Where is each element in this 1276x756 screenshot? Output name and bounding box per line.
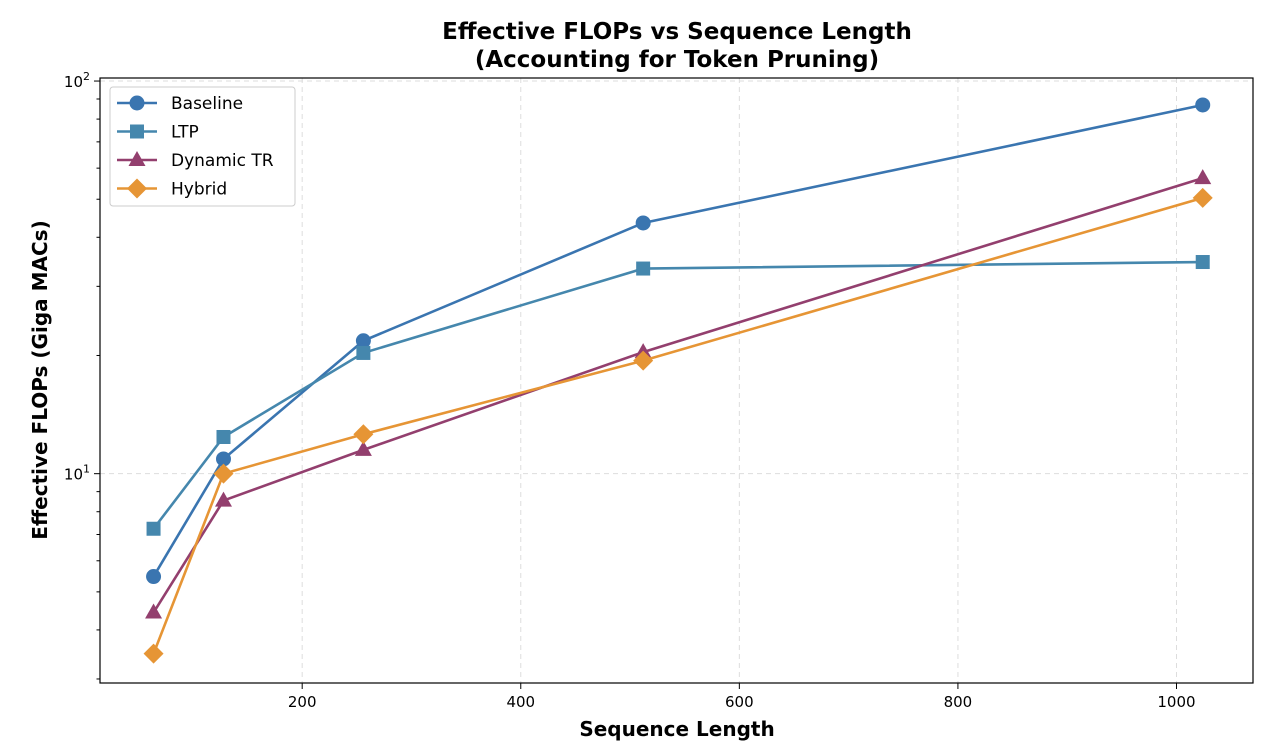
marker-triangle (214, 491, 232, 507)
chart-title: Effective FLOPs vs Sequence Length (442, 19, 912, 45)
series-line (152, 196, 1204, 655)
marker-diamond (1192, 187, 1213, 208)
legend-label: LTP (171, 123, 199, 143)
series-hybrid (143, 187, 1213, 664)
marker-circle (215, 451, 231, 467)
legend-label: Hybrid (171, 180, 227, 200)
marker-circle (355, 333, 371, 349)
legend-label: Baseline (171, 94, 243, 114)
series-baseline (146, 97, 1211, 585)
series-line (152, 260, 1203, 530)
y-tick-label: 102 (64, 70, 90, 91)
x-tick-label: 1000 (1157, 693, 1195, 711)
chart-subtitle: (Accounting for Token Pruning) (475, 47, 879, 73)
ticks: 200 400 600 800 1000 101 102 (64, 70, 1196, 711)
plot-frame (99, 77, 1254, 684)
marker-diamond (127, 178, 147, 199)
marker-diamond (633, 350, 654, 371)
legend-label: Dynamic TR (171, 151, 274, 171)
marker-diamond (213, 463, 234, 484)
marker-triangle (354, 440, 372, 456)
marker-square (216, 429, 231, 444)
legend-box (109, 86, 296, 207)
x-tick-label: 800 (944, 693, 973, 711)
x-tick-label: 600 (725, 693, 754, 711)
x-tick-label: 400 (506, 693, 535, 711)
marker-square (1195, 255, 1210, 270)
marker-diamond (143, 643, 164, 664)
marker-diamond (353, 424, 374, 445)
marker-square (130, 124, 144, 139)
y-tick-label: 101 (64, 463, 90, 484)
marker-triangle (128, 151, 146, 166)
marker-square (356, 345, 371, 360)
marker-square (636, 261, 651, 276)
legend: Baseline LTP Dynamic TR Hybrid (109, 86, 296, 207)
marker-circle (146, 569, 162, 585)
marker-triangle (145, 603, 163, 619)
marker-triangle (634, 343, 652, 359)
grid (100, 78, 1253, 683)
series-dynamic-tr (145, 169, 1212, 619)
marker-triangle (1194, 169, 1212, 185)
marker-circle (1195, 97, 1211, 113)
x-tick-label: 200 (288, 693, 317, 711)
x-axis-label: Sequence Length (579, 717, 774, 741)
series-ltp (146, 255, 1210, 536)
series (143, 97, 1213, 664)
marker-circle (635, 215, 651, 231)
marker-square (146, 521, 161, 536)
y-axis-label: Effective FLOPs (Giga MACs) (28, 220, 52, 539)
marker-circle (129, 95, 145, 111)
